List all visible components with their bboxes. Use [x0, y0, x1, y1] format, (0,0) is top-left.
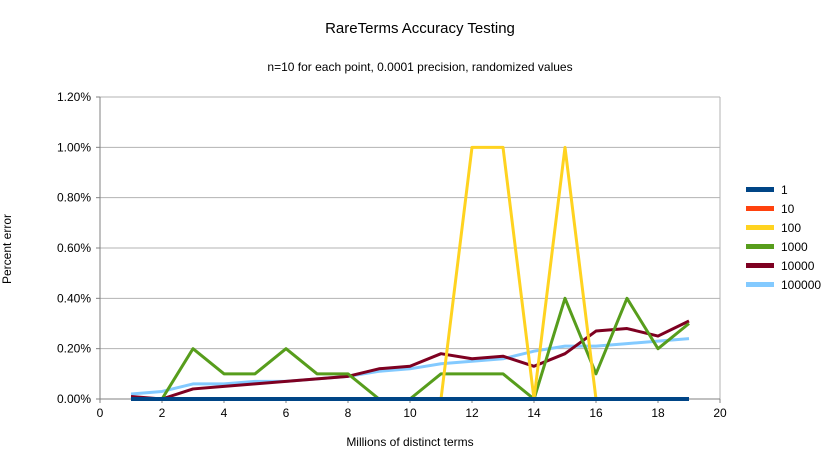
legend-item-10000: 10000 — [746, 256, 821, 275]
legend-item-100: 100 — [746, 218, 821, 237]
y-tick-label: 0.40% — [57, 291, 91, 305]
legend-swatch — [746, 206, 774, 211]
legend-swatch — [746, 244, 774, 249]
legend-swatch — [746, 282, 774, 287]
y-tick-label: 0.60% — [57, 241, 91, 255]
legend-item-1: 1 — [746, 180, 821, 199]
x-tick-label: 18 — [651, 406, 665, 420]
y-axis-title: Percent error — [0, 213, 14, 285]
series-line-100000 — [130, 337, 690, 396]
y-tick-label: 0.80% — [57, 191, 91, 205]
y-tick-label: 1.00% — [57, 140, 91, 154]
x-tick-label: 14 — [527, 406, 541, 420]
x-tick-label: 2 — [159, 406, 166, 420]
legend-label: 1 — [781, 182, 788, 197]
legend-label: 10000 — [781, 258, 815, 273]
legend-label: 1000 — [781, 239, 808, 254]
x-tick-label: 20 — [713, 406, 727, 420]
legend-swatch — [746, 263, 774, 268]
chart-subtitle: n=10 for each point, 0.0001 precision, r… — [267, 60, 573, 74]
x-tick-label: 8 — [345, 406, 352, 420]
series-line-10000 — [130, 319, 690, 401]
legend-item-1000: 1000 — [746, 237, 821, 256]
y-tick-label: 0.20% — [57, 342, 91, 356]
x-tick-label: 10 — [403, 406, 417, 420]
y-tick-label: 1.20% — [57, 90, 91, 104]
x-tick-label: 4 — [221, 406, 228, 420]
chart-title: RareTerms Accuracy Testing — [325, 20, 515, 37]
legend-swatch — [746, 187, 774, 192]
legend-item-100000: 100000 — [746, 275, 821, 294]
x-tick-label: 16 — [589, 406, 603, 420]
legend-label: 100 — [781, 220, 802, 235]
x-tick-label: 0 — [97, 406, 104, 420]
legend: 1 10 100 1000 10000 100000 — [746, 180, 821, 294]
x-tick-label: 6 — [283, 406, 290, 420]
x-tick-label: 12 — [465, 406, 479, 420]
legend-label: 100000 — [781, 277, 822, 292]
legend-label: 10 — [781, 201, 795, 216]
legend-item-10: 10 — [746, 199, 821, 218]
legend-swatch — [746, 225, 774, 230]
series-line-100 — [131, 145, 689, 401]
y-tick-label: 0.00% — [57, 392, 91, 406]
x-axis-title: Millions of distinct terms — [346, 435, 474, 449]
